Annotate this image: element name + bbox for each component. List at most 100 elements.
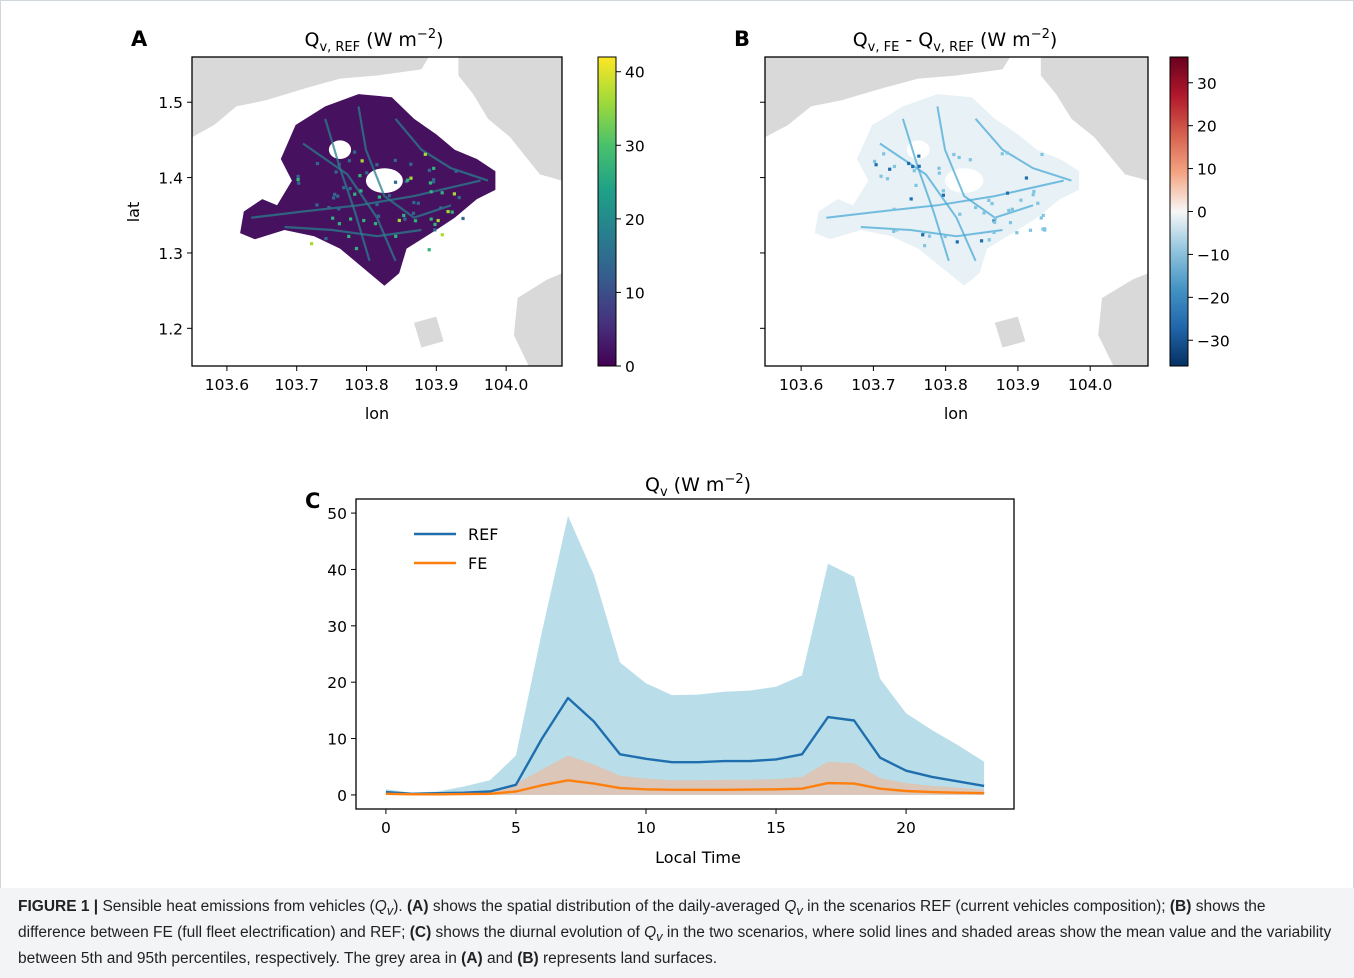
hotspot-pixel xyxy=(955,240,959,244)
caption-label: FIGURE 1 | xyxy=(18,898,99,915)
caption-qv-sub-3: v xyxy=(656,929,663,945)
hotspot-pixel xyxy=(1000,152,1004,156)
figure-area: A B C Qv, REF (W m−2) 103.6 103.7 103.8 103… xyxy=(0,0,1354,888)
land-surface xyxy=(1098,273,1148,366)
hotspot-pixel xyxy=(923,244,927,248)
hotspot-pixel xyxy=(439,206,443,210)
hotspot-pixel xyxy=(428,181,433,185)
hotspot-pixel xyxy=(409,176,413,180)
hotspot-pixel xyxy=(436,218,440,223)
hotspot-pixel xyxy=(440,233,444,237)
x-tick-label: 5 xyxy=(511,819,521,837)
x-tick-label: 103.8 xyxy=(344,376,388,394)
land-surface xyxy=(1040,57,1148,181)
hotspot-pixel xyxy=(327,205,331,210)
hotspot-pixel xyxy=(347,234,351,239)
caption-ref-b: (B) xyxy=(1169,898,1192,915)
hotspot-pixel xyxy=(360,159,364,163)
hotspot-pixel xyxy=(349,217,353,221)
legend-label-ref: REF xyxy=(468,525,498,544)
hotspot-pixel xyxy=(409,162,413,166)
colorbar-tick-label: −30 xyxy=(1197,332,1230,350)
hotspot-pixel xyxy=(397,218,401,223)
hotspot-pixel xyxy=(943,234,947,239)
land-surface xyxy=(414,316,444,348)
road-line xyxy=(357,106,452,219)
x-tick-label: 104.0 xyxy=(1068,376,1112,394)
hotspot-pixel xyxy=(309,242,314,246)
hotspot-pixel xyxy=(917,164,921,168)
road-line xyxy=(860,226,1003,238)
hotspot-pixel xyxy=(402,213,406,218)
caption-ref-c: (C) xyxy=(409,924,432,942)
y-tick-label: 30 xyxy=(327,618,347,636)
hotspot-pixel xyxy=(1010,207,1014,211)
hotspot-pixel xyxy=(454,169,458,173)
hotspot-pixel xyxy=(990,201,994,206)
hotspot-pixel xyxy=(909,197,913,201)
hotspot-pixel xyxy=(992,230,996,234)
hotspot-pixel xyxy=(429,217,433,221)
hotspot-pixel xyxy=(431,178,436,182)
hotspot-pixel xyxy=(457,195,461,200)
panel-c-plot xyxy=(385,515,985,796)
panel-c-legend: REF FE xyxy=(414,525,498,573)
hotspot-pixel xyxy=(1028,228,1033,232)
road-line xyxy=(302,142,397,262)
hotspot-pixel xyxy=(1005,191,1010,195)
caption-text-6: shows the diurnal evolution of xyxy=(431,924,645,942)
x-tick-label: 104.0 xyxy=(484,376,528,394)
x-tick-label: 15 xyxy=(766,819,786,837)
colorbar-tick-label: 20 xyxy=(1197,118,1217,136)
hotspot-pixel xyxy=(393,158,397,163)
panel-a-letter: A xyxy=(131,27,148,51)
colorbar-tick-label: 30 xyxy=(1197,75,1217,93)
hotspot-pixel xyxy=(315,161,320,166)
caption-text-4: in the scenarios REF (current vehicles c… xyxy=(802,898,1170,915)
hotspot-pixel xyxy=(1008,221,1013,225)
hotspot-pixel xyxy=(892,229,896,233)
hotspot-pixel xyxy=(331,216,335,220)
hotspot-pixel xyxy=(324,237,328,241)
panel-c-letter: C xyxy=(305,489,320,513)
hotspot-pixel xyxy=(440,191,444,195)
hotspot-pixel xyxy=(431,180,436,184)
hotspot-pixel xyxy=(461,216,465,221)
hotspot-pixel xyxy=(429,190,433,194)
hotspot-pixel xyxy=(1015,231,1019,235)
hotspot-pixel xyxy=(1040,152,1044,157)
hotspot-pixel xyxy=(359,189,363,193)
panel-a-frame xyxy=(191,56,563,367)
hotspot-pixel xyxy=(1041,227,1045,231)
hotspot-pixel xyxy=(895,228,899,232)
hotspot-pixel xyxy=(403,217,407,221)
colorbar-tick-label: 20 xyxy=(625,211,645,229)
panel-a-colorbar: 0 10 20 30 40 xyxy=(597,56,645,376)
hotspot-pixel xyxy=(927,234,932,238)
hotspot-pixel xyxy=(337,207,341,211)
hotspot-pixel xyxy=(1031,193,1035,197)
y-tick-label: 0 xyxy=(337,787,347,805)
hotspot-pixel xyxy=(348,186,352,191)
hotspot-pixel xyxy=(987,198,991,202)
hotspot-pixel xyxy=(1007,208,1011,213)
road-line xyxy=(284,225,422,238)
reservoir xyxy=(328,140,352,159)
y-tick-label: 40 xyxy=(327,561,347,579)
hotspot-pixel xyxy=(921,233,925,237)
hotspot-pixel xyxy=(937,171,941,175)
hotspot-pixel xyxy=(1039,216,1043,220)
hotspot-pixel xyxy=(334,170,338,174)
island-surface xyxy=(814,94,1080,286)
y-tick-label: 1.4 xyxy=(158,170,183,188)
hotspot-pixel xyxy=(952,152,956,157)
x-tick-label: 103.8 xyxy=(923,376,967,394)
colorbar-gradient xyxy=(597,56,617,367)
panel-a-map-content xyxy=(192,57,562,366)
hotspot-pixel xyxy=(413,219,418,223)
hotspot-pixel xyxy=(354,246,359,251)
colorbar-tick-label: 10 xyxy=(1197,161,1217,179)
hotspot-pixel xyxy=(911,164,915,169)
legend-label-fe: FE xyxy=(468,554,487,573)
y-tick-label: 10 xyxy=(327,731,347,749)
